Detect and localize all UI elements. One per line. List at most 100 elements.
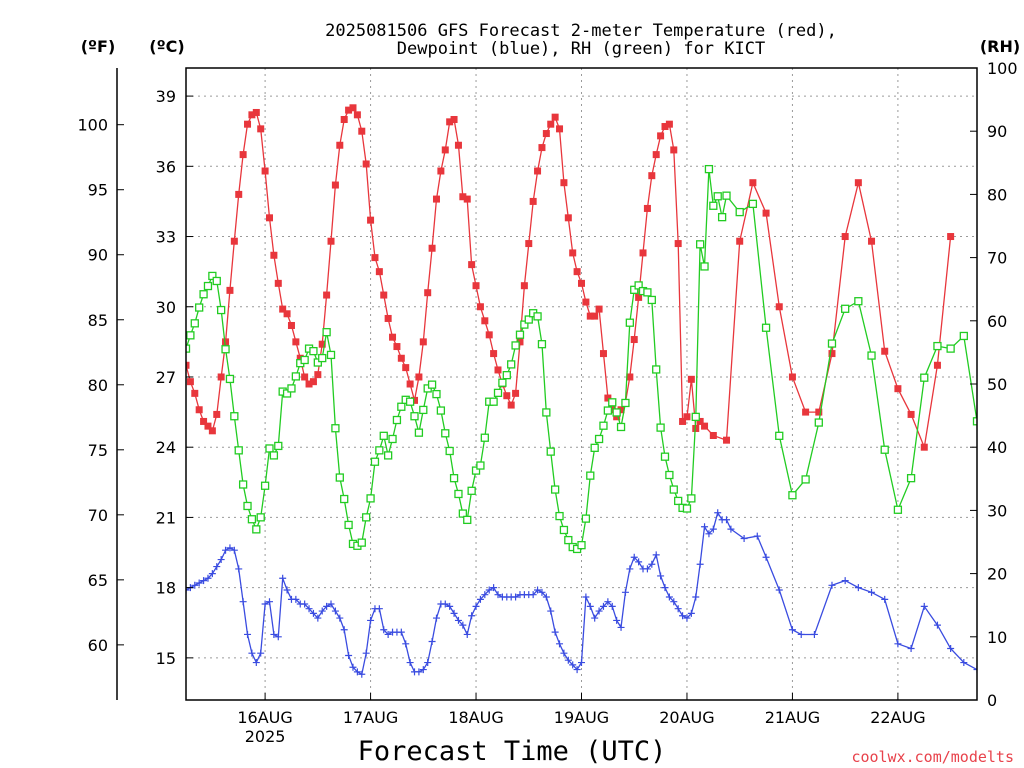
rh-point [225, 374, 235, 384]
rh-point [669, 485, 678, 494]
dewpoint-point [714, 509, 722, 517]
rh-point [559, 525, 569, 535]
rh-point [775, 431, 784, 440]
fahrenheit-tick-label: 95 [88, 181, 108, 200]
dewpoint-point [534, 586, 542, 594]
dewpoint-point [459, 621, 467, 629]
rh-point [260, 481, 270, 490]
temperature-point [933, 361, 941, 369]
dewpoint-point [217, 556, 225, 564]
dewpoint-point [375, 605, 383, 613]
rh-point [542, 408, 551, 417]
rh-point [946, 344, 955, 353]
dewpoint-point [222, 546, 230, 554]
rh-point [687, 494, 696, 503]
dewpoint-point [608, 602, 616, 610]
temperature-point [520, 282, 528, 290]
dewpoint-point [613, 616, 621, 624]
dewpoint-point [775, 586, 783, 594]
dewpoint-point [428, 637, 436, 645]
temperature-point [371, 254, 379, 262]
dewpoint-point [643, 565, 651, 573]
rh-point [410, 412, 419, 421]
temperature-point [670, 146, 678, 154]
temperature-point [349, 104, 357, 112]
dewpoint-point [309, 609, 317, 617]
rh-point [603, 406, 613, 415]
fahrenheit-tick-label: 75 [88, 441, 108, 460]
temperature-point [323, 291, 331, 299]
temperature-point [331, 181, 339, 189]
temperature-point [657, 132, 665, 140]
rh-point [186, 331, 195, 340]
temperature-point [648, 172, 656, 180]
dewpoint-point [384, 630, 392, 638]
rh-point [682, 504, 692, 513]
temperature-point [217, 373, 225, 381]
rh-point [972, 417, 977, 426]
temperature-point [630, 336, 638, 344]
temperature-point [591, 312, 599, 320]
rh-point [199, 290, 208, 299]
temperature-point [881, 347, 889, 355]
dewpoint-point [305, 605, 313, 613]
rh-point [748, 199, 758, 209]
series-layer [186, 104, 977, 678]
dewpoint-point [252, 659, 260, 667]
temperature-point [635, 293, 643, 301]
dewpoint-point [538, 588, 546, 596]
dewpoint-point [762, 553, 770, 561]
fahrenheit-tick-label: 80 [88, 376, 108, 395]
dewpoint-point [406, 659, 414, 667]
temperature-point [195, 406, 203, 414]
rh-point [357, 538, 366, 547]
rh-point [331, 424, 340, 433]
dewpoint-point [463, 630, 471, 638]
temperature-point [947, 233, 955, 241]
temperature-point [402, 364, 410, 372]
rh-point [405, 397, 415, 406]
dewpoint-point [468, 612, 476, 620]
temperature-point [485, 331, 493, 339]
dewpoint-point [494, 591, 502, 599]
fahrenheit-tick-label: 70 [88, 506, 108, 525]
temperature-point [582, 298, 590, 306]
temperature-series [186, 104, 955, 451]
chart-title-line1: 2025081506 GFS Forecast 2-meter Temperat… [325, 21, 837, 41]
rh-point [625, 318, 634, 327]
temperature-point [507, 401, 515, 409]
rh-point [656, 423, 665, 432]
temperature-point [586, 312, 594, 320]
dewpoint-point [213, 563, 221, 571]
temperature-point [920, 443, 928, 451]
rh-point [221, 345, 230, 354]
rh-point [243, 501, 252, 511]
temperature-point [375, 268, 383, 276]
temperature-point [868, 237, 876, 245]
temperature-point [643, 204, 651, 212]
temperature-point [802, 408, 810, 416]
rh-point [445, 446, 454, 456]
dewpoint-point [481, 591, 489, 599]
dewpoint-point [740, 534, 748, 542]
temperature-point [186, 361, 190, 369]
chart-title-line2: Dewpoint (blue), RH (green) for KICT [397, 39, 765, 59]
x-axis-label: Forecast Time (UTC) [358, 736, 667, 767]
dewpoint-point [186, 586, 190, 594]
celsius-tick-label: 18 [156, 579, 176, 598]
credit-link[interactable]: coolwx.com/modelts [851, 748, 1014, 766]
temperature-point [564, 214, 572, 222]
rh-point [489, 397, 498, 406]
dewpoint-point [709, 525, 717, 533]
temperature-point [542, 130, 550, 138]
temperature-point [437, 167, 445, 175]
temperature-point [626, 373, 634, 381]
dewpoint-point [200, 577, 208, 585]
temperature-point [345, 106, 353, 114]
dewpoint-point [331, 607, 339, 615]
date-tick-label: 17AUG [343, 708, 398, 727]
dewpoint-point [604, 598, 612, 606]
temperature-point [736, 237, 744, 245]
year-label: 2025 [245, 727, 286, 746]
rh-point [247, 515, 257, 524]
